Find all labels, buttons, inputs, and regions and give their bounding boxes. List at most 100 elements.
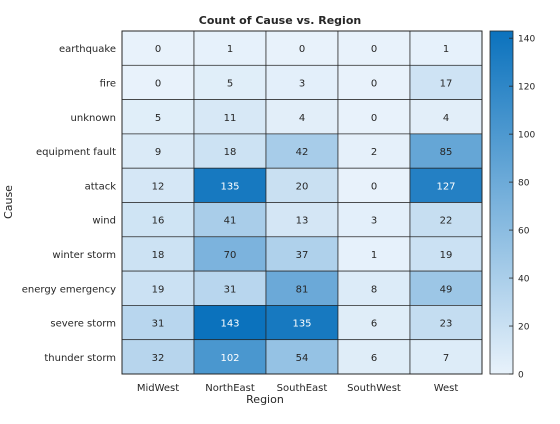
heatmap-cell: [193, 30, 267, 66]
x-tick-label: SouthWest: [347, 383, 401, 394]
cell-value-label: 1: [227, 44, 233, 55]
cell-value-label: 4: [299, 113, 305, 124]
cell-value-label: 31: [152, 319, 165, 330]
heatmap-cell: [409, 305, 483, 341]
heatmap-cell: [193, 202, 267, 238]
x-tick-label: West: [434, 383, 459, 394]
y-tick-label: winter storm: [52, 250, 116, 261]
heatmap-cell: [121, 64, 195, 100]
heatmap-cell: [409, 64, 483, 100]
cell-value-label: 19: [152, 284, 165, 295]
cell-value-label: 16: [152, 216, 165, 227]
cell-value-label: 3: [299, 78, 305, 89]
colorbar-gradient: [489, 30, 514, 375]
heatmap-cell: [265, 133, 339, 169]
y-tick-label: energy emergency: [22, 284, 116, 295]
heatmap-cell: [193, 339, 267, 375]
cell-value-label: 49: [440, 284, 453, 295]
cell-value-label: 0: [155, 78, 161, 89]
cell-value-label: 0: [155, 44, 161, 55]
heatmap-cell: [265, 305, 339, 341]
x-tick-label: SouthEast: [277, 383, 328, 394]
chart-title: Count of Cause vs. Region: [199, 14, 361, 27]
cell-value-label: 127: [436, 181, 455, 192]
y-tick-label: attack: [85, 181, 117, 192]
colorbar-tick-label: 120: [518, 83, 535, 93]
heatmap-cell: [121, 236, 195, 272]
y-tick-label: thunder storm: [44, 353, 116, 364]
cell-value-label: 20: [296, 181, 309, 192]
cell-value-label: 0: [371, 113, 377, 124]
cell-value-label: 41: [224, 216, 237, 227]
cell-value-label: 9: [155, 147, 161, 158]
cell-value-label: 31: [224, 284, 237, 295]
y-tick-labels: earthquake fire unknown equipment fault atta…: [22, 44, 116, 364]
cell-value-label: 3: [371, 216, 377, 227]
y-tick-label: equipment fault: [36, 147, 116, 158]
y-tick-label: fire: [100, 78, 116, 89]
cell-value-label: 32: [152, 353, 165, 364]
heatmap-cell: [193, 270, 267, 306]
x-tick-label: NorthEast: [205, 383, 255, 394]
cell-value-label: 5: [155, 113, 161, 124]
heatmap-cell: [265, 64, 339, 100]
heatmap-cell: [121, 30, 195, 66]
heatmap-cell: [409, 339, 483, 375]
cell-value-label: 42: [296, 147, 309, 158]
heatmap-cell: [121, 270, 195, 306]
heatmap-cell: [193, 133, 267, 169]
cell-value-label: 102: [220, 353, 239, 364]
colorbar-tick-label: 140: [518, 35, 535, 45]
cell-value-label: 0: [371, 181, 377, 192]
cell-value-label: 5: [227, 78, 233, 89]
cell-value-label: 143: [220, 319, 239, 330]
cell-value-label: 6: [371, 319, 377, 330]
cell-value-label: 18: [224, 147, 237, 158]
cell-value-label: 1: [371, 250, 377, 261]
x-axis-label: Region: [246, 393, 284, 406]
cell-value-label: 23: [440, 319, 453, 330]
cell-value-label: 0: [371, 44, 377, 55]
cell-value-label: 22: [440, 216, 453, 227]
heatmap-cell: [337, 133, 411, 169]
cell-value-label: 8: [371, 284, 377, 295]
cell-value-label: 13: [296, 216, 309, 227]
colorbar-tick-label: 100: [518, 131, 535, 141]
heatmap-cell: [337, 202, 411, 238]
heatmap-cell: [121, 339, 195, 375]
y-tick-label: severe storm: [50, 319, 116, 330]
cell-value-label: 54: [296, 353, 309, 364]
cell-value-label: 70: [224, 250, 237, 261]
heatmap-cell: [265, 270, 339, 306]
y-axis-label: Cause: [2, 185, 15, 219]
heatmap-cell: [409, 167, 483, 203]
cell-value-label: 19: [440, 250, 453, 261]
heatmap-cell: [121, 167, 195, 203]
heatmap-cell: [193, 167, 267, 203]
heatmap-cell: [265, 167, 339, 203]
cell-value-label: 6: [371, 353, 377, 364]
heatmap-cell: [337, 30, 411, 66]
heatmap-cell: [265, 202, 339, 238]
cell-value-label: 2: [371, 147, 377, 158]
heatmap-cell: [337, 339, 411, 375]
cell-value-label: 1: [443, 44, 449, 55]
cell-value-label: 81: [296, 284, 309, 295]
cell-value-label: 0: [371, 78, 377, 89]
colorbar-tick-label: 80: [518, 179, 530, 189]
cell-value-label: 135: [292, 319, 311, 330]
x-tick-labels: MidWest NorthEast SouthEast SouthWest West: [137, 383, 459, 394]
cell-value-label: 17: [440, 78, 453, 89]
cell-value-label: 4: [443, 113, 449, 124]
colorbar: 0 20 40 60 80 100 120 140: [489, 30, 535, 381]
colorbar-tick-label: 60: [518, 227, 530, 237]
heatmap-cell: [337, 270, 411, 306]
cell-value-label: 85: [440, 147, 453, 158]
heatmap-cell: [265, 339, 339, 375]
colorbar-tick-label: 20: [518, 323, 530, 333]
y-tick-label: earthquake: [59, 44, 116, 55]
y-tick-label: wind: [92, 216, 116, 227]
